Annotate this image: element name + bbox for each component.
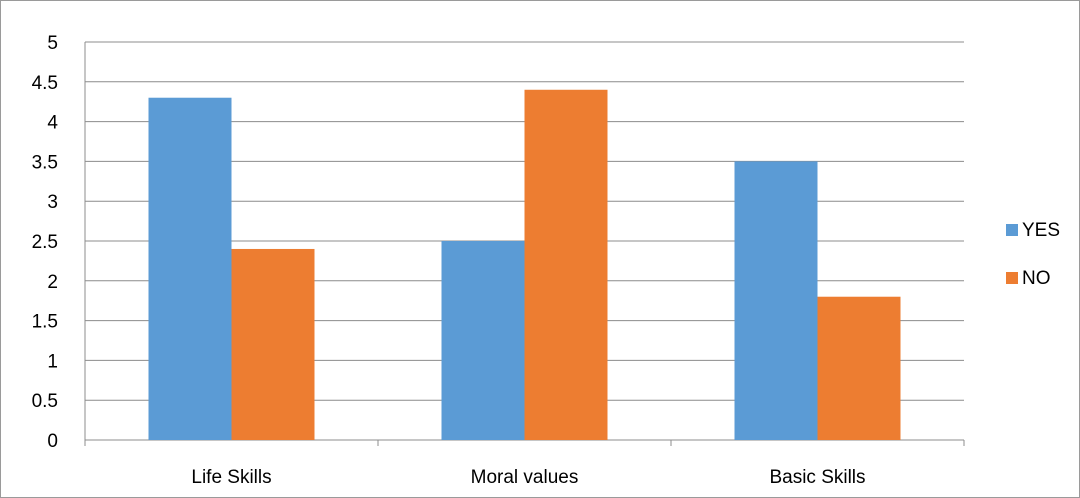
y-tick-label: 0 [47,431,58,452]
y-tick-label: 3 [47,192,58,213]
y-tick-label: 1.5 [32,312,58,333]
bar-no-3 [817,296,901,440]
y-tick-label: 5 [47,33,58,54]
x-category-label: Moral values [471,467,579,488]
bar-yes-3 [734,161,818,440]
bar-no-2 [524,89,608,440]
legend-swatch-yes [1006,224,1018,236]
legend-label-yes: YES [1022,220,1060,241]
bar-no-1 [231,248,315,440]
y-tick-label: 3.5 [32,152,58,173]
y-tick-label: 0.5 [32,391,58,412]
x-category-label: Basic Skills [769,467,865,488]
y-tick-label: 2 [47,272,58,293]
y-tick-label: 4 [47,113,58,134]
x-category-label: Life Skills [191,467,271,488]
legend-label-no: NO [1022,268,1051,289]
y-tick-label: 4.5 [32,73,58,94]
y-tick-label: 1 [47,351,58,372]
legend-swatch-no [1006,272,1018,284]
bar-yes-2 [441,241,525,440]
bar-yes-1 [148,97,232,440]
y-tick-label: 2.5 [32,232,58,253]
